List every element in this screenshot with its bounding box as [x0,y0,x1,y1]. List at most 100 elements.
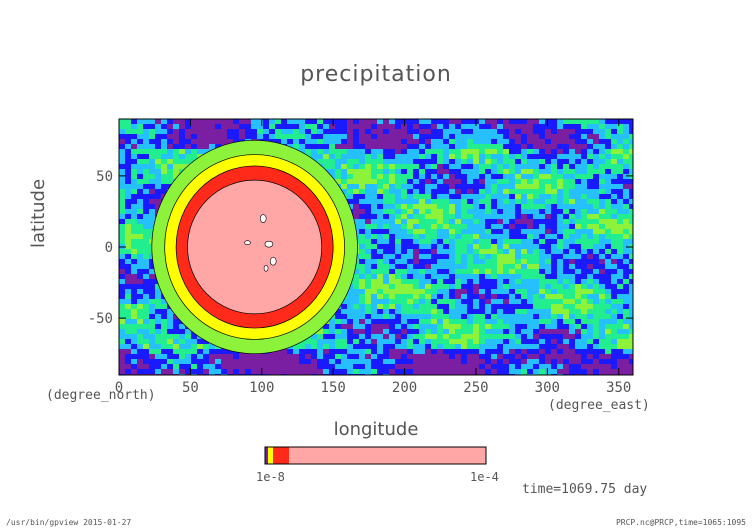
field-cell [527,344,534,350]
field-cell [155,299,162,305]
field-cell [503,229,510,235]
field-cell [497,324,504,330]
field-cell [533,154,540,160]
field-cell [203,149,210,155]
field-cell [125,284,132,290]
field-cell [485,249,492,255]
field-cell [431,329,438,335]
field-cell [605,184,612,190]
field-cell [311,369,318,375]
field-cell [443,264,450,270]
field-cell [407,284,414,290]
field-cell [341,359,348,365]
field-cell [185,354,192,360]
field-cell [131,239,138,245]
field-cell [407,319,414,325]
field-cell [413,159,420,165]
field-cell [449,359,456,365]
field-cell [551,299,558,305]
field-cell [539,139,546,145]
field-cell [125,369,132,375]
field-cell [179,134,186,140]
field-cell [227,124,234,130]
field-cell [389,264,396,270]
field-cell [563,214,570,220]
field-cell [161,299,168,305]
field-cell [407,314,414,320]
field-cell [371,309,378,315]
field-cell [617,129,624,135]
field-cell [611,349,618,355]
field-cell [533,259,540,265]
field-cell [527,249,534,255]
field-cell [503,289,510,295]
field-cell [149,209,156,215]
field-cell [539,264,546,270]
field-cell [275,119,282,125]
field-cell [605,319,612,325]
field-cell [617,339,624,345]
field-cell [173,129,180,135]
field-cell [179,339,186,345]
field-cell [413,354,420,360]
field-cell [359,119,366,125]
field-cell [503,299,510,305]
field-cell [569,264,576,270]
field-cell [383,159,390,165]
field-cell [587,174,594,180]
field-cell [413,214,420,220]
field-cell [527,304,534,310]
field-cell [587,224,594,230]
field-cell [383,364,390,370]
field-cell [629,294,633,300]
field-cell [623,249,630,255]
field-cell [401,264,408,270]
field-cell [485,174,492,180]
field-cell [389,209,396,215]
field-cell [599,249,606,255]
field-cell [131,344,138,350]
field-cell [437,139,444,145]
field-cell [227,119,234,125]
field-cell [137,314,144,320]
field-cell [239,369,246,375]
field-cell [467,369,474,375]
field-cell [617,214,624,220]
field-cell [197,129,204,135]
field-cell [557,184,564,190]
field-cell [623,159,630,165]
x-tick-label: 300 [535,380,560,396]
field-cell [611,279,618,285]
field-cell [143,299,150,305]
field-cell [299,149,306,155]
field-cell [467,229,474,235]
field-cell [371,199,378,205]
field-cell [395,244,402,250]
field-cell [569,119,576,125]
field-cell [599,354,606,360]
field-cell [155,179,162,185]
field-cell [593,334,600,340]
field-cell [131,174,138,180]
field-cell [149,194,156,200]
field-cell [575,364,582,370]
x-tick-label: 150 [321,380,346,396]
field-cell [371,354,378,360]
field-cell [251,354,258,360]
field-cell [221,369,228,375]
field-cell [491,304,498,310]
field-cell [413,229,420,235]
field-cell [341,159,348,165]
field-cell [413,144,420,150]
field-cell [125,139,132,145]
field-cell [545,324,552,330]
field-cell [497,169,504,175]
field-cell [167,129,174,135]
field-cell [617,174,624,180]
field-cell [581,174,588,180]
field-cell [479,309,486,315]
field-cell [383,129,390,135]
field-cell [491,204,498,210]
field-cell [563,314,570,320]
field-cell [317,344,324,350]
